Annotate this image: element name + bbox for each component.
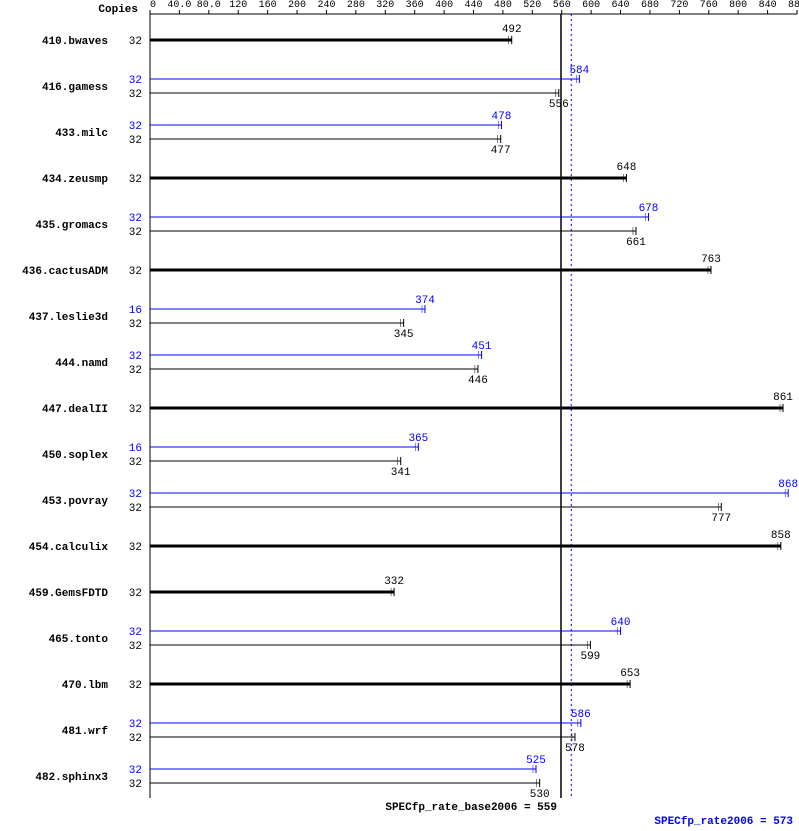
copies-peak: 32 [129,627,142,639]
benchmark-label: 481.wrf [62,726,109,738]
copies-peak: 32 [129,213,142,225]
value-peak: 451 [472,341,492,353]
copies-base: 32 [129,779,142,791]
value-base: 861 [773,392,793,404]
x-tick-label: 640 [612,0,630,11]
x-tick-label: 560 [553,0,571,11]
copies-peak: 16 [129,443,142,455]
value-peak: 640 [611,617,631,629]
footer-base-label: SPECfp_rate_base2006 = 559 [385,802,557,814]
x-tick-label: 680 [641,0,659,11]
copies-base: 32 [129,135,142,147]
copies-base: 32 [129,542,142,554]
benchmark-label: 454.calculix [29,542,109,554]
value-base: 763 [701,254,721,266]
x-tick-label: 760 [700,0,718,11]
value-base: 653 [620,668,640,680]
copies-peak: 16 [129,305,142,317]
copies-base: 32 [129,588,142,600]
benchmark-label: 436.cactusADM [22,266,108,278]
copies-base: 32 [129,680,142,692]
copies-peak: 32 [129,75,142,87]
x-tick-label: 360 [406,0,424,11]
benchmark-label: 444.namd [55,358,108,370]
value-base: 477 [491,145,511,157]
value-base: 492 [502,24,522,36]
x-tick-label: 600 [582,0,600,11]
benchmark-label: 435.gromacs [35,220,108,232]
value-base: 556 [549,99,569,111]
x-tick-label: 840 [759,0,777,11]
x-tick-label: 800 [729,0,747,11]
value-peak: 478 [492,111,512,123]
copies-header: Copies [98,4,138,16]
benchmark-label: 416.gamess [42,82,108,94]
value-base: 345 [394,329,414,341]
footer-peak-label: SPECfp_rate2006 = 573 [654,816,793,828]
value-base: 599 [580,651,600,663]
benchmark-label: 410.bwaves [42,36,108,48]
copies-base: 32 [129,227,142,239]
benchmark-label: 450.soplex [42,450,108,462]
copies-base: 32 [129,89,142,101]
x-tick-label: 880 [788,0,799,11]
value-base: 578 [565,743,585,755]
benchmark-label: 433.milc [55,128,108,140]
x-tick-label: 80.0 [197,0,221,11]
x-tick-label: 160 [259,0,277,11]
copies-base: 32 [129,503,142,515]
copies-peak: 32 [129,719,142,731]
x-tick-label: 520 [523,0,541,11]
value-base: 648 [617,162,637,174]
copies-base: 32 [129,457,142,469]
x-tick-label: 0 [150,0,156,11]
value-base: 446 [468,375,488,387]
value-peak: 584 [569,65,589,77]
value-base: 530 [530,789,550,801]
x-tick-label: 40.0 [167,0,191,11]
x-tick-label: 120 [229,0,247,11]
copies-peak: 32 [129,489,142,501]
x-tick-label: 320 [376,0,394,11]
copies-base: 32 [129,404,142,416]
value-peak: 525 [526,755,546,767]
x-tick-label: 480 [494,0,512,11]
copies-base: 32 [129,36,142,48]
copies-peak: 32 [129,765,142,777]
spec-chart: 0 40.0 80.0 120 160 200 240 280 320 360 400 440 480 5… [0,0,799,831]
x-tick-label: 720 [670,0,688,11]
value-base: 341 [391,467,411,479]
x-tick-label: 240 [317,0,335,11]
x-tick-label: 200 [288,0,306,11]
benchmark-label: 482.sphinx3 [35,772,108,784]
copies-base: 32 [129,266,142,278]
copies-base: 32 [129,319,142,331]
benchmark-label: 434.zeusmp [42,174,108,186]
copies-peak: 32 [129,351,142,363]
benchmark-label: 447.dealII [42,404,108,416]
value-peak: 678 [639,203,659,215]
value-base: 777 [711,513,731,525]
value-peak: 586 [571,709,591,721]
x-tick-label: 280 [347,0,365,11]
value-peak: 374 [415,295,435,307]
benchmark-label: 470.lbm [62,680,109,692]
copies-base: 32 [129,174,142,186]
value-peak: 365 [408,433,428,445]
value-base: 332 [384,576,404,588]
benchmark-label: 453.povray [42,496,108,508]
copies-base: 32 [129,365,142,377]
benchmark-label: 465.tonto [49,634,109,646]
x-tick-label: 400 [435,0,453,11]
benchmark-label: 437.leslie3d [29,312,108,324]
x-tick-label: 440 [464,0,482,11]
benchmark-label: 459.GemsFDTD [29,588,109,600]
value-base: 661 [626,237,646,249]
copies-peak: 32 [129,121,142,133]
value-peak: 868 [778,479,798,491]
copies-base: 32 [129,733,142,745]
value-base: 858 [771,530,791,542]
copies-base: 32 [129,641,142,653]
